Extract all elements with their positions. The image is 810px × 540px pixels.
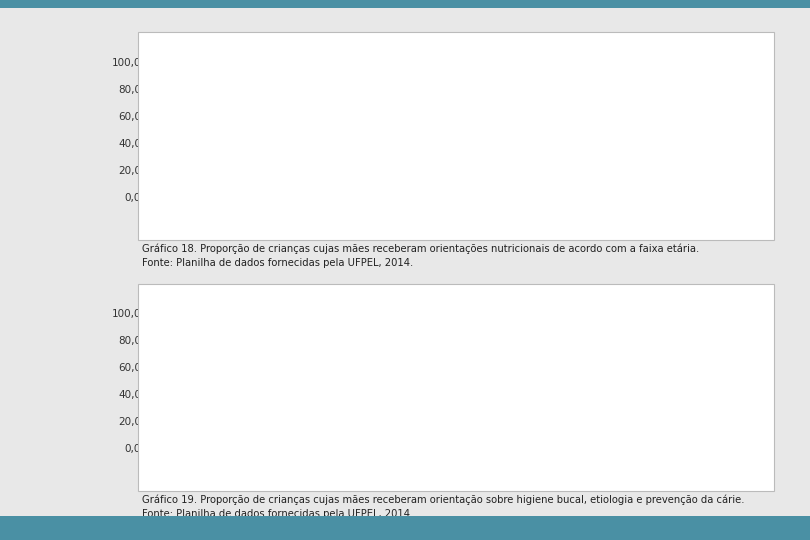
Bar	[419, 313, 488, 448]
Text: 100,0%: 100,0%	[429, 374, 478, 387]
Bar	[219, 313, 288, 448]
Bar	[619, 196, 688, 197]
Bar	[419, 447, 488, 448]
Text: 100,0%: 100,0%	[629, 374, 678, 387]
Bar	[219, 196, 288, 197]
Bar	[484, 62, 488, 197]
Text: 100,0%: 100,0%	[429, 123, 478, 136]
Bar	[684, 62, 688, 197]
Bar	[284, 313, 288, 448]
Bar	[619, 62, 688, 197]
Bar	[219, 447, 288, 448]
Bar	[684, 313, 688, 448]
Bar	[419, 196, 488, 197]
Text: Gráfico 18. Proporção de crianças cujas mães receberam orientações nutricionais : Gráfico 18. Proporção de crianças cujas …	[142, 243, 699, 267]
Text: 100,0%: 100,0%	[629, 123, 678, 136]
Bar	[484, 313, 488, 448]
Bar	[284, 62, 288, 197]
Text: Gráfico 19. Proporção de crianças cujas mães receberam orientação sobre higiene : Gráfico 19. Proporção de crianças cujas …	[142, 494, 744, 518]
Bar	[619, 447, 688, 448]
Text: 100,0%: 100,0%	[229, 123, 279, 136]
Bar	[219, 62, 288, 197]
Text: 100,0%: 100,0%	[229, 374, 279, 387]
Bar	[619, 313, 688, 448]
Bar	[419, 62, 488, 197]
